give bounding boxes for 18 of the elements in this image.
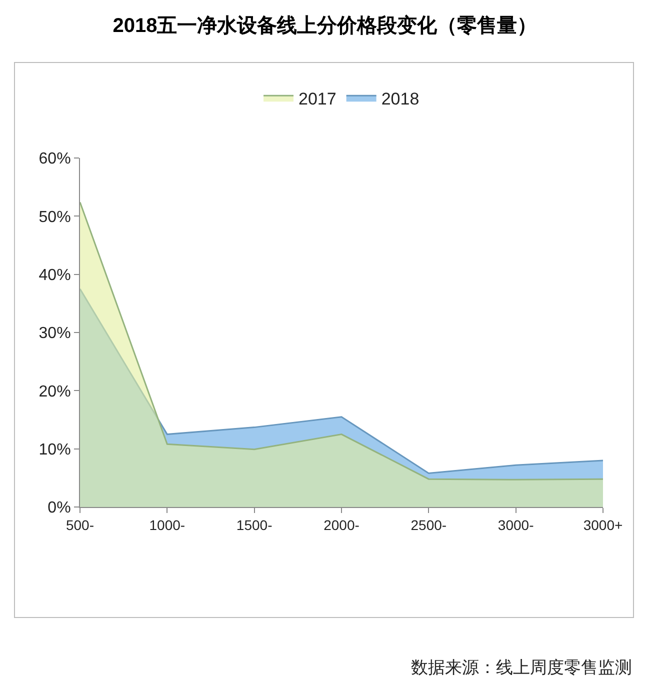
y-tick-label: 10%: [38, 441, 71, 458]
y-tick-label: 20%: [38, 383, 71, 400]
legend-label: 2018: [381, 89, 420, 108]
x-tick-label: 3000-: [498, 516, 534, 533]
y-tick-label: 30%: [38, 325, 71, 342]
x-tick-label: 3000+: [583, 516, 623, 533]
legend-label: 2017: [298, 89, 336, 108]
x-tick-label: 2000-: [324, 516, 360, 533]
x-tick-label: 500-: [66, 516, 94, 533]
y-tick-label: 0%: [48, 500, 71, 517]
chart-title: 2018五一净水设备线上分价格段变化（零售量）: [112, 14, 538, 39]
y-tick-label: 40%: [38, 266, 71, 284]
x-tick-label: 1500-: [236, 516, 273, 533]
y-tick-label: 50%: [38, 208, 71, 226]
x-tick-label: 1000-: [149, 516, 186, 533]
x-tick-label: 2500-: [410, 516, 447, 533]
source-note: 数据来源：线上周度零售监测: [411, 657, 632, 679]
y-tick-label: 60%: [38, 150, 71, 168]
